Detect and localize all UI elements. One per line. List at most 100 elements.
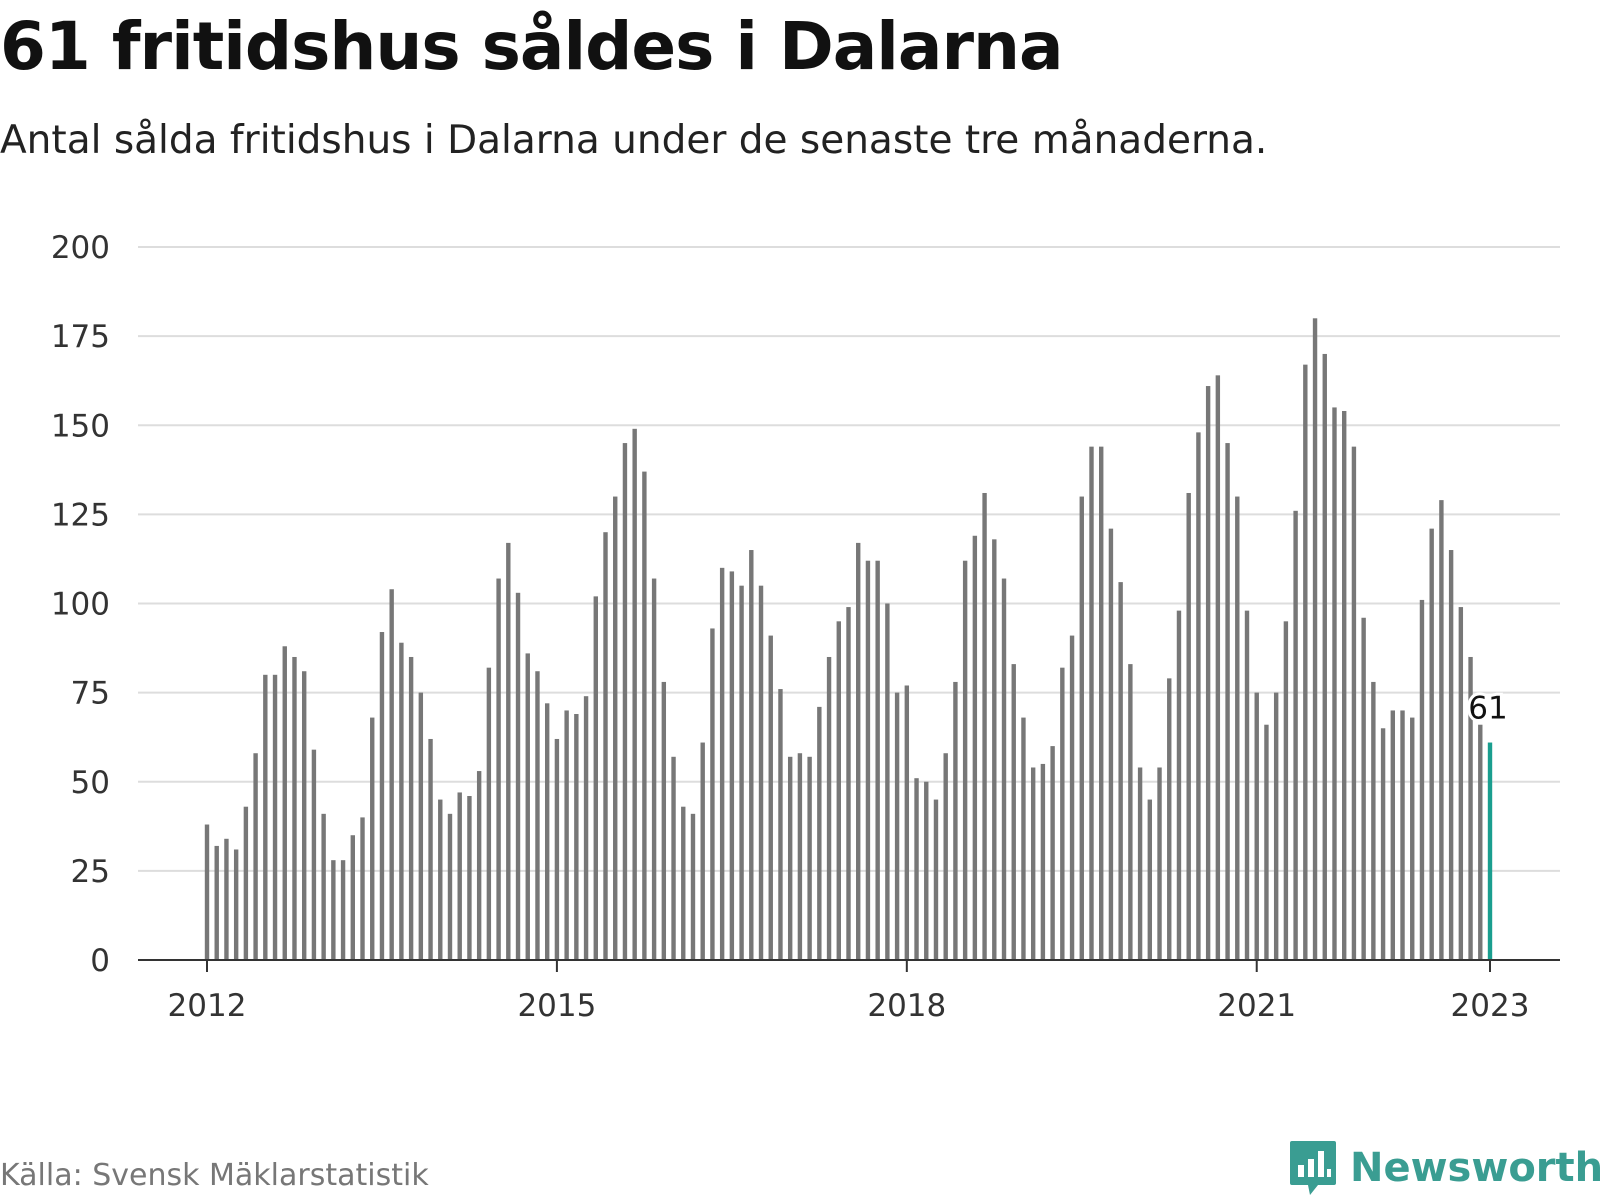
x-axis-labels: 2012 2015 2018 2021 2023: [168, 960, 1529, 1024]
bar: [1079, 496, 1084, 960]
bar: [622, 443, 628, 960]
bar: [1380, 728, 1386, 960]
bar: [1215, 375, 1221, 961]
brand-logo: Newsworthy: [1288, 1138, 1600, 1198]
bar: [1468, 656, 1473, 960]
bar: [651, 578, 657, 960]
x-tick-label: 2012: [168, 988, 247, 1024]
bar: [1361, 617, 1366, 960]
bar: [243, 806, 249, 960]
bar: [360, 817, 365, 960]
bar: [1400, 710, 1405, 960]
bar: [972, 535, 978, 960]
bar: [1332, 407, 1337, 960]
bar: [885, 603, 890, 960]
bar: [856, 542, 861, 960]
bar: [700, 742, 705, 960]
chart-title: 61 fritidshus såldes i Dalarna: [0, 8, 1064, 85]
bar: [272, 674, 278, 960]
bar: [311, 749, 317, 960]
bar: [826, 656, 832, 960]
bar: [535, 671, 540, 960]
bar: [544, 703, 550, 960]
y-tick-label: 125: [51, 497, 110, 533]
bar: [370, 717, 375, 960]
bar: [214, 845, 219, 960]
bar: [904, 685, 910, 960]
bar: [807, 756, 812, 960]
bar: [661, 681, 667, 960]
bar: [1419, 599, 1425, 960]
bar: [1001, 578, 1007, 960]
bar: [379, 632, 385, 960]
y-tick-label: 75: [71, 676, 110, 712]
bar: [719, 567, 725, 960]
bar: [1303, 364, 1308, 960]
bar: [962, 560, 968, 960]
bar: [613, 496, 618, 960]
bar: [671, 756, 676, 960]
newsworthy-logo-icon: [1290, 1141, 1336, 1195]
x-tick-label: 2018: [867, 988, 946, 1024]
bar: [1458, 607, 1464, 960]
bar-latest: [1487, 742, 1493, 960]
bar: [263, 674, 268, 960]
bar: [836, 621, 841, 960]
bar: [301, 671, 307, 960]
bar: [1390, 710, 1396, 960]
bar: [787, 756, 793, 960]
bar: [506, 542, 511, 960]
bar: [914, 778, 919, 960]
y-tick-label: 25: [71, 854, 110, 890]
bar: [924, 781, 929, 960]
bar: [515, 592, 521, 960]
bar: [525, 653, 530, 960]
y-tick-label: 0: [90, 943, 110, 979]
bar: [574, 714, 579, 960]
bar: [992, 539, 997, 960]
bar: [1186, 492, 1191, 960]
bar: [457, 792, 462, 960]
bar: [292, 656, 297, 960]
bar: [642, 471, 647, 960]
bar: [1312, 318, 1318, 960]
bar: [943, 753, 948, 960]
bar: [1235, 496, 1240, 960]
bar: [1118, 582, 1123, 960]
bar: [467, 796, 472, 960]
bar: [1283, 621, 1289, 960]
bar: [476, 771, 482, 960]
bar: [1448, 550, 1454, 960]
bar: [894, 692, 900, 960]
bar: [204, 824, 210, 960]
bar: [817, 706, 822, 960]
bar: [1478, 724, 1483, 960]
bar: [1244, 610, 1250, 960]
bar: [1439, 500, 1444, 960]
bar: [554, 738, 560, 960]
bar: [583, 696, 589, 960]
y-tick-label: 100: [51, 587, 110, 623]
bar: [1089, 446, 1094, 960]
x-tick-label: 2021: [1217, 988, 1296, 1024]
bar: [1099, 446, 1104, 960]
bar: [1254, 692, 1259, 960]
bar: [496, 578, 501, 960]
bar: [1410, 717, 1415, 960]
bar: [1322, 353, 1327, 960]
bar: [428, 738, 433, 960]
bar: [1429, 528, 1434, 960]
bar: [564, 710, 569, 960]
bar: [1060, 667, 1065, 960]
bar: [1021, 717, 1026, 960]
bar: [1167, 678, 1172, 960]
bar: [486, 667, 492, 960]
bar: [1351, 446, 1357, 960]
x-tick-label: 2015: [517, 988, 596, 1024]
bar: [447, 813, 453, 960]
bar: [1176, 610, 1182, 960]
bar: [758, 585, 764, 960]
bar: [1157, 767, 1162, 960]
bar: [418, 692, 424, 960]
